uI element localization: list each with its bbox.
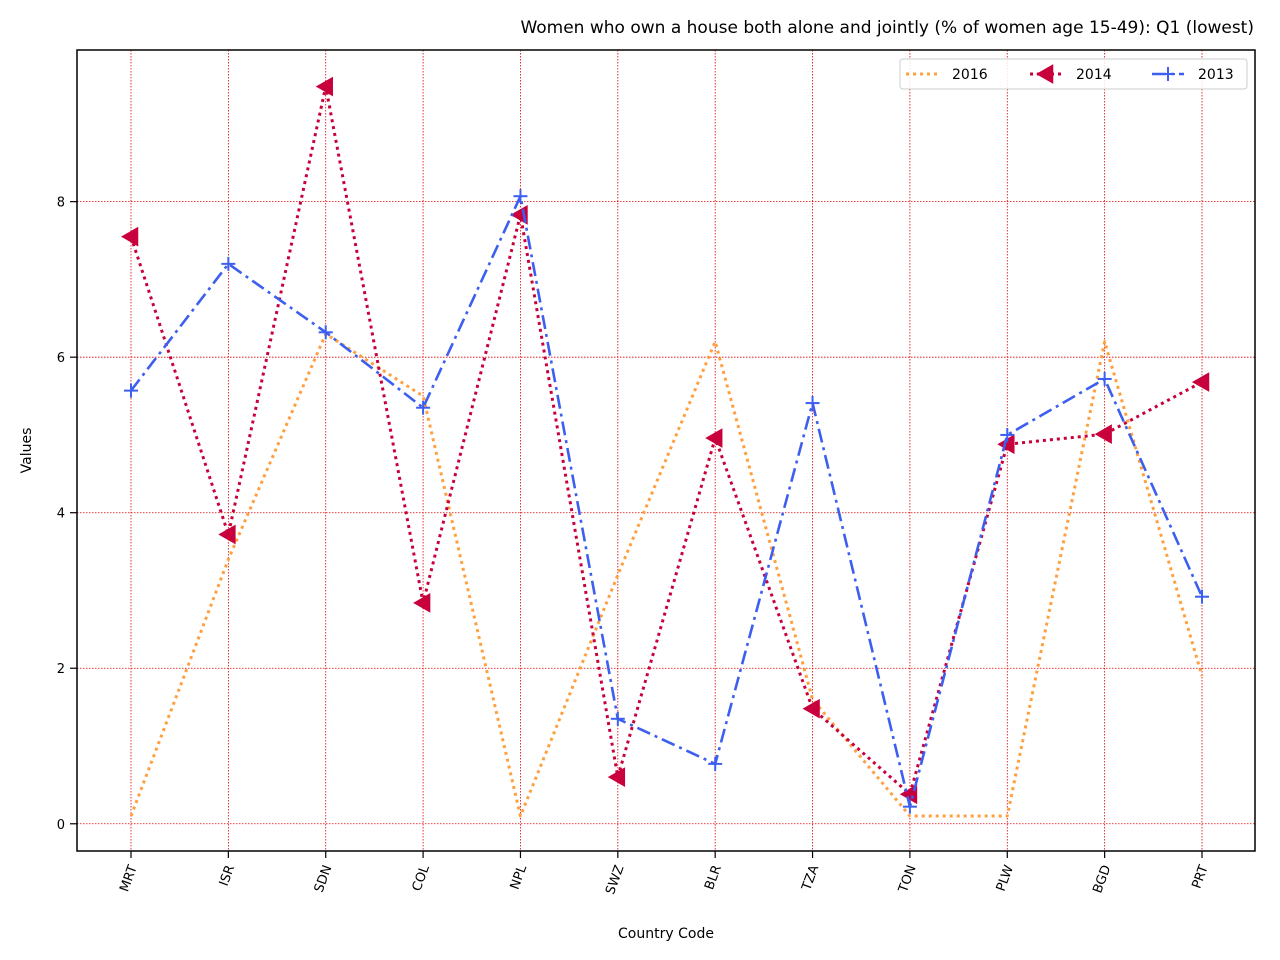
legend-entry-2016: 2016 bbox=[906, 67, 988, 83]
legend-entry-2013: 2013 bbox=[1152, 67, 1234, 83]
data-point-2014 bbox=[1094, 424, 1112, 445]
legend: 2016 2014 2013 bbox=[899, 58, 1248, 90]
legend-label: 2016 bbox=[952, 67, 988, 83]
legend-marker bbox=[1035, 64, 1054, 84]
legend-label: 2014 bbox=[1076, 67, 1112, 83]
data-point-2013 bbox=[610, 711, 625, 726]
data-point-2014 bbox=[315, 76, 333, 97]
data-point-2013 bbox=[1097, 371, 1112, 386]
legend-label: 2013 bbox=[1198, 67, 1234, 83]
data-point-2013 bbox=[318, 325, 333, 340]
data-point-2013 bbox=[1195, 589, 1209, 604]
data-point-2014 bbox=[607, 767, 626, 787]
series-line-2013 bbox=[129, 194, 1204, 808]
legend-entry-2014: 2014 bbox=[1030, 64, 1112, 84]
y-axis-label: Values bbox=[19, 428, 35, 474]
series-2013 bbox=[124, 189, 1209, 814]
data-point-2014 bbox=[413, 593, 431, 613]
data-point-2014 bbox=[1191, 372, 1210, 392]
y-tick-label: 8 bbox=[57, 196, 65, 211]
data-point-2013 bbox=[708, 756, 723, 771]
series-2014 bbox=[120, 76, 1210, 805]
legend-marker bbox=[1161, 67, 1175, 81]
data-point-2013 bbox=[1000, 427, 1015, 442]
data-point-2014 bbox=[218, 524, 236, 545]
data-point-2013 bbox=[124, 383, 138, 398]
y-tick-label: 0 bbox=[57, 818, 65, 833]
series-layer bbox=[120, 76, 1210, 818]
y-tick-label: 6 bbox=[57, 351, 65, 366]
y-tick-label: 4 bbox=[57, 507, 65, 522]
x-axis-label: Country Code bbox=[618, 926, 714, 942]
data-point-2014 bbox=[705, 428, 723, 448]
data-point-2013 bbox=[513, 189, 528, 204]
data-point-2014 bbox=[802, 698, 820, 719]
series-line-2014 bbox=[129, 85, 1203, 796]
y-tick-label: 2 bbox=[57, 662, 65, 677]
data-point-2014 bbox=[120, 226, 139, 247]
x-tick-label: ISR bbox=[217, 863, 238, 888]
axes: MRT ISR SDN COL NPL SWZ BLR TZA TON PLW BGD PRT0246… bbox=[57, 196, 1212, 897]
plot-frame bbox=[76, 49, 1256, 852]
legend-box bbox=[899, 58, 1248, 90]
data-point-2013 bbox=[902, 799, 917, 814]
grid bbox=[77, 50, 1255, 851]
data-point-2013 bbox=[805, 396, 820, 411]
data-point-2013 bbox=[221, 256, 236, 271]
chart-title: Women who own a house both alone and joi… bbox=[520, 18, 1254, 38]
data-point-2013 bbox=[416, 400, 431, 415]
